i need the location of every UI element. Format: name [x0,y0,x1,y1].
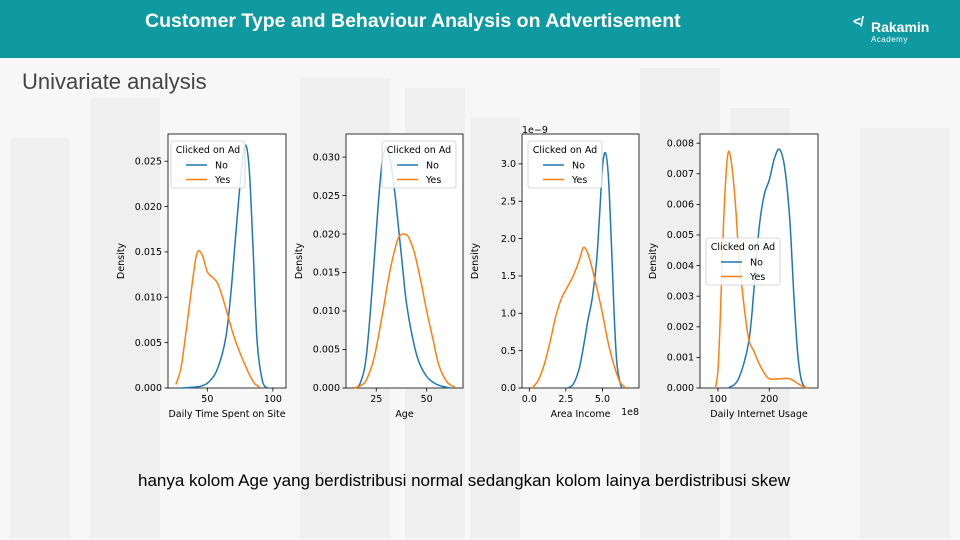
x-tick-label: 0.0 [522,394,537,405]
y-axis-label: Density [648,243,659,279]
y-tick-label: 0.001 [667,353,694,364]
x-axis-label: Daily Internet Usage [710,409,808,420]
legend-label-yes: Yes [214,175,230,186]
y-tick-label: 0.005 [667,230,694,241]
y-tick-label: 0.010 [135,292,162,303]
x-axis-label: Area Income [551,409,611,420]
y-tick-label: 0.015 [135,247,162,258]
y-tick-label: 0.000 [313,383,340,394]
logo-sub: Academy [871,35,908,44]
y-tick-label: 0.005 [135,338,162,349]
header-bar: Customer Type and Behaviour Analysis on … [0,0,960,58]
series-line-yes [175,249,261,388]
section-subtitle: Univariate analysis [22,69,207,94]
legend: Clicked on Ad No Yes [170,140,246,189]
chart-2: 0.000 0.005 0.010 0.015 0.020 0.025 0.030 25 50 A… [294,133,464,420]
chart-4: 0.000 0.001 0.002 0.003 0.004 0.005 0.006 0.007… [648,133,819,420]
x-tick-label: 50 [421,394,433,405]
y-tick-label: 0.010 [313,306,340,317]
y-axis-label: Density [294,243,305,279]
x-tick-label: 50 [201,394,213,405]
legend-label-no: No [750,257,763,268]
caption-text: hanya kolom Age yang berdistribusi norma… [138,471,791,490]
x-axis-label: Daily Time Spent on Site [168,409,285,420]
x-tick-label: 100 [709,394,727,405]
legend-label-yes: Yes [749,272,765,283]
y-tick-label: 0.020 [313,229,340,240]
y-tick-label: 0.030 [313,152,340,163]
slide-title: Customer Type and Behaviour Analysis on … [145,10,681,32]
legend: Clicked on Ad No Yes [527,140,603,189]
legend-label-no: No [215,160,228,171]
series-line-no [566,151,623,389]
legend: Clicked on Ad No Yes [381,140,457,189]
series-line-no [353,147,452,389]
legend-title: Clicked on Ad [176,145,240,156]
legend-title: Clicked on Ad [533,145,597,156]
legend-title: Clicked on Ad [711,242,775,253]
y-tick-label: 0.0 [501,383,516,394]
y-tick-label: 0.015 [313,268,340,279]
legend-box [381,140,457,189]
y-axis-label: Density [470,243,481,279]
series-line-yes [353,233,456,389]
y-tick-label: 0.008 [667,138,694,149]
y-tick-label: 0.5 [501,346,516,357]
y-tick-label: 0.003 [667,291,694,302]
y-tick-label: 0.020 [135,202,162,213]
y-tick-label: 3.0 [501,159,516,170]
series-line-no [727,148,806,389]
y-tick-label: 0.007 [667,169,694,180]
chart-3: 0.0 0.5 1.0 1.5 2.0 2.5 3.0 0.0 2.5 5.0 Area Incom… [470,125,640,420]
x-tick-label: 100 [264,394,282,405]
legend-box [705,237,781,286]
y-tick-label: 0.002 [667,322,694,333]
legend-box [527,140,603,189]
y-tick-label: 0.000 [667,383,694,394]
legend-title: Clicked on Ad [387,145,451,156]
x-tick-label: 5.0 [595,394,610,405]
legend-label-yes: Yes [571,175,587,186]
y-tick-label: 2.5 [501,196,516,207]
chart-1: 0.000 0.005 0.010 0.015 0.020 0.025 50 100 Daily… [116,133,287,420]
y-tick-label: 0.005 [313,345,340,356]
y-tick-label: 0.025 [135,156,162,167]
y-tick-label: 0.025 [313,191,340,202]
legend-label-no: No [426,160,439,171]
x-tick-label: 25 [370,394,382,405]
x-multiplier-label: 1e8 [621,407,639,418]
y-tick-label: 1.5 [501,271,516,282]
y-tick-label: 0.000 [135,383,162,394]
y-tick-label: 0.004 [667,261,694,272]
y-multiplier-label: 1e−9 [522,125,548,136]
y-axis-label: Density [116,243,127,279]
y-tick-label: 0.006 [667,200,694,211]
legend: Clicked on Ad No Yes [705,237,781,286]
series-line-yes [531,246,627,389]
logo-name: Rakamin [871,19,930,35]
x-axis-label: Age [395,409,414,420]
legend-label-no: No [572,160,585,171]
code-bracket-icon: </ [853,13,864,29]
y-tick-label: 2.0 [501,234,516,245]
legend-label-yes: Yes [425,175,441,186]
y-tick-label: 1.0 [501,308,516,319]
x-tick-label: 200 [760,394,778,405]
legend-box [170,140,246,189]
x-tick-label: 2.5 [558,394,573,405]
